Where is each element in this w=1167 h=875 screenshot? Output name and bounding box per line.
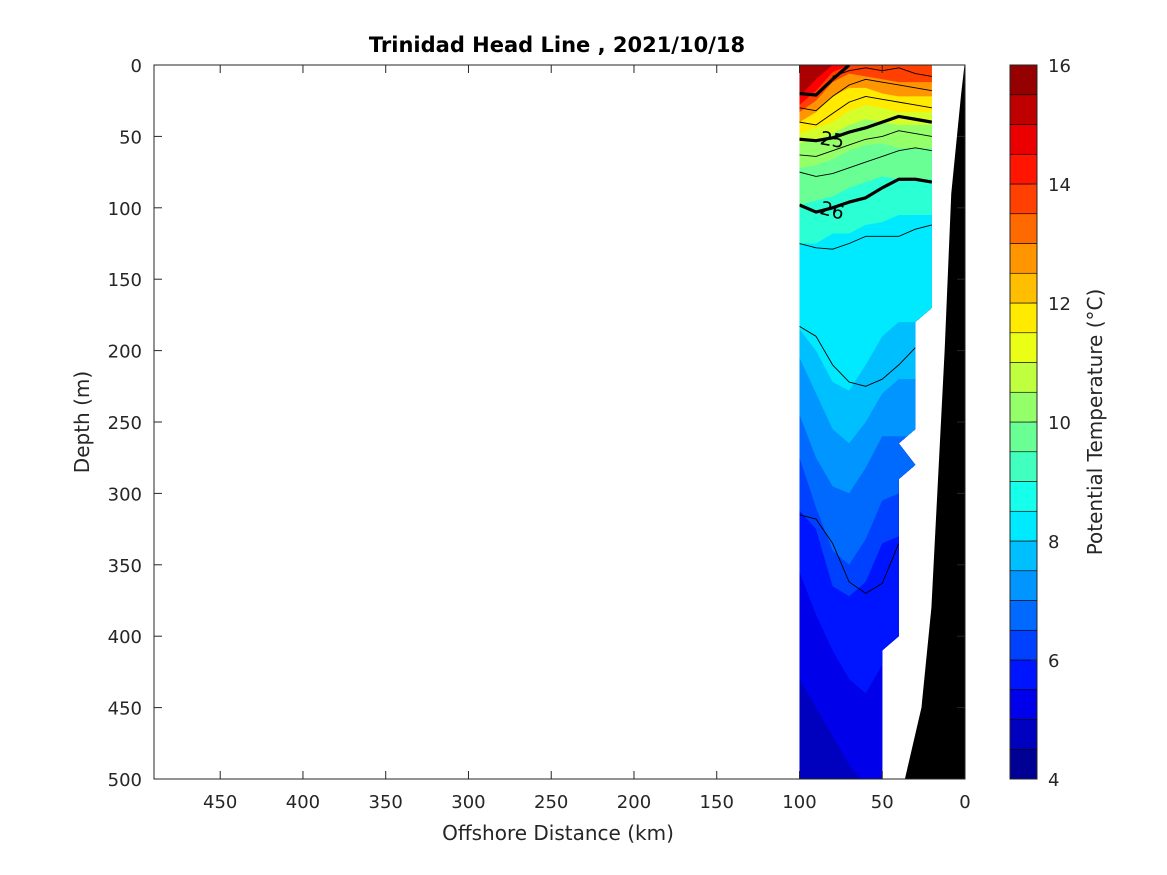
y-tick-label: 500 [108, 770, 142, 791]
x-tick-label: 150 [700, 792, 734, 813]
bathymetry [904, 65, 965, 779]
y-tick-label: 450 [108, 699, 142, 720]
isopycnal [799, 147, 932, 177]
y-axis-label: Depth (m) [70, 371, 94, 473]
x-tick-label: 200 [617, 792, 651, 813]
colorbar-swatch [1009, 629, 1038, 661]
x-tick-label: 100 [782, 792, 816, 813]
colorbar: 4 6 8 10 12 14 16 [1009, 56, 1071, 791]
colorbar-swatch [1009, 153, 1038, 185]
contour-label: 25 [818, 127, 846, 153]
x-tick-label: 0 [959, 792, 970, 813]
colorbar-swatch [1009, 272, 1038, 304]
colorbar-swatch [1009, 689, 1038, 720]
temperature-fill [799, 65, 932, 779]
colorbar-swatch [1009, 510, 1038, 542]
y-tick-label: 300 [108, 484, 142, 505]
x-axis: 450 400 350 300 250 200 150 100 50 0 [203, 65, 971, 813]
colorbar-swatch [1009, 481, 1038, 512]
colorbar-swatch [1009, 540, 1038, 572]
isopycnal [799, 224, 932, 250]
colorbar-tick-label: 4 [1048, 770, 1059, 791]
colorbar-swatch [1009, 451, 1038, 482]
isopycnal-bold [799, 65, 851, 97]
colorbar-tick-label: 12 [1048, 294, 1071, 315]
x-tick-label: 450 [203, 792, 237, 813]
y-tick-label: 250 [108, 413, 142, 434]
colorbar-swatch [1009, 421, 1038, 453]
temperature-bands [799, 65, 932, 779]
colorbar-tick-label: 14 [1048, 175, 1071, 196]
colorbar-swatch [1009, 213, 1038, 244]
colorbar-tick-label: 8 [1048, 532, 1059, 553]
y-tick-label: 50 [119, 127, 142, 148]
x-tick-label: 300 [451, 792, 485, 813]
y-axis: 0 50 100 150 200 250 300 350 400 450 500 [108, 56, 965, 791]
colorbar-swatch [1009, 600, 1038, 631]
temperature-band [799, 65, 932, 105]
x-tick-label: 50 [871, 792, 894, 813]
colorbar-swatch [1009, 659, 1038, 691]
colorbar-swatch [1009, 302, 1038, 334]
colorbar-swatch [1009, 64, 1038, 96]
isopycnal [799, 130, 932, 157]
colorbar-swatch [1009, 748, 1038, 780]
x-tick-label: 250 [534, 792, 568, 813]
y-tick-label: 150 [108, 270, 142, 291]
isopycnal [799, 325, 916, 387]
colorbar-swatch [1009, 362, 1038, 393]
colorbar-swatch [1009, 719, 1038, 750]
seafloor [904, 65, 965, 779]
colorbar-swatch [1009, 243, 1038, 274]
isopycnal [799, 514, 900, 594]
x-tick-label: 350 [369, 792, 403, 813]
colorbar-swatch [1009, 570, 1038, 601]
colorbar-swatch [1009, 183, 1038, 215]
y-tick-label: 350 [108, 556, 142, 577]
colorbar-tick-label: 10 [1048, 413, 1071, 434]
y-tick-label: 0 [131, 56, 142, 77]
x-tick-label: 400 [286, 792, 320, 813]
isopycnal [799, 78, 932, 112]
x-axis-label: Offshore Distance (km) [442, 821, 674, 845]
colorbar-swatch [1009, 332, 1038, 363]
colorbar-swatch [1009, 391, 1038, 423]
contour-group [799, 65, 932, 594]
colorbar-swatch [1009, 124, 1038, 155]
colorbar-swatch [1009, 94, 1038, 125]
chart-title: Trinidad Head Line , 2021/10/18 [369, 33, 745, 57]
y-tick-label: 200 [108, 342, 142, 363]
y-tick-label: 100 [108, 199, 142, 220]
isopycnal [799, 95, 932, 126]
isopycnal-bold [799, 114, 932, 143]
colorbar-tick-label: 6 [1048, 651, 1059, 672]
isopycnal-bold [799, 177, 932, 214]
colorbar-label: Potential Temperature (°C) [1083, 289, 1107, 556]
colorbar-tick-label: 16 [1048, 56, 1071, 77]
y-tick-label: 400 [108, 627, 142, 648]
